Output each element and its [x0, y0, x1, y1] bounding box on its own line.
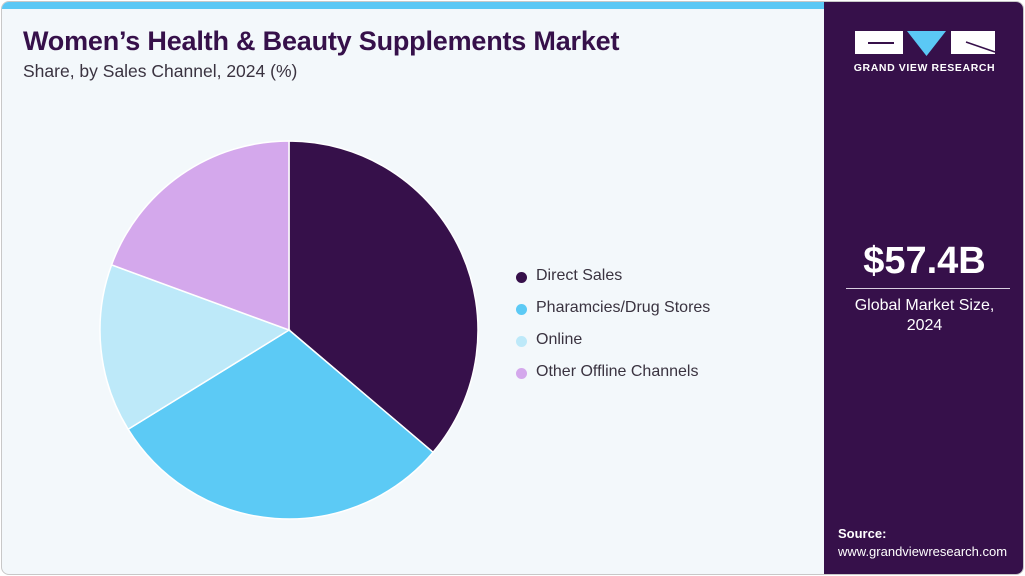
legend-dot-icon [516, 271, 527, 283]
sidebar-panel: GRAND VIEW RESEARCH $57.4B Global Market… [824, 2, 1023, 574]
source-url[interactable]: www.grandviewresearch.com [838, 544, 1008, 559]
chart-subtitle: Share, by Sales Channel, 2024 (%) [23, 61, 298, 81]
legend: Direct Sales Pharamcies/Drug Stores Onli… [516, 260, 710, 388]
pie-slice-other-offline-channels [110, 140, 290, 332]
legend-item-online: Online [516, 324, 710, 356]
legend-item-pharmacies: Pharamcies/Drug Stores [516, 292, 710, 324]
legend-dot-icon [516, 367, 527, 379]
pie-slice-pharamcies-drug-stores [127, 329, 435, 520]
accent-bar [2, 2, 824, 9]
legend-item-direct-sales: Direct Sales [516, 260, 710, 292]
legend-dot-icon [516, 335, 527, 347]
brand-name: GRAND VIEW RESEARCH [853, 62, 996, 74]
market-size-label-line2: 2024 [906, 317, 943, 334]
grand-view-research-logo-icon [855, 31, 996, 56]
source-title: Source: [838, 526, 887, 541]
pie-slice-online [99, 263, 291, 431]
legend-label: Online [536, 331, 583, 348]
market-size-value: $57.4B [863, 240, 986, 282]
chart-title: Women’s Health & Beauty Supplements Mark… [23, 26, 620, 56]
pie-chart [99, 140, 479, 520]
legend-item-other-offline: Other Offline Channels [516, 356, 710, 388]
divider [846, 288, 1010, 289]
market-size-label-line1: Global Market Size, [854, 297, 995, 314]
legend-label: Pharamcies/Drug Stores [536, 299, 711, 316]
legend-label: Direct Sales [536, 267, 623, 284]
pie-slice-direct-sales [288, 140, 479, 454]
legend-dot-icon [516, 303, 527, 315]
legend-label: Other Offline Channels [536, 363, 699, 380]
market-size-label: Global Market Size, 2024 [824, 296, 1023, 336]
